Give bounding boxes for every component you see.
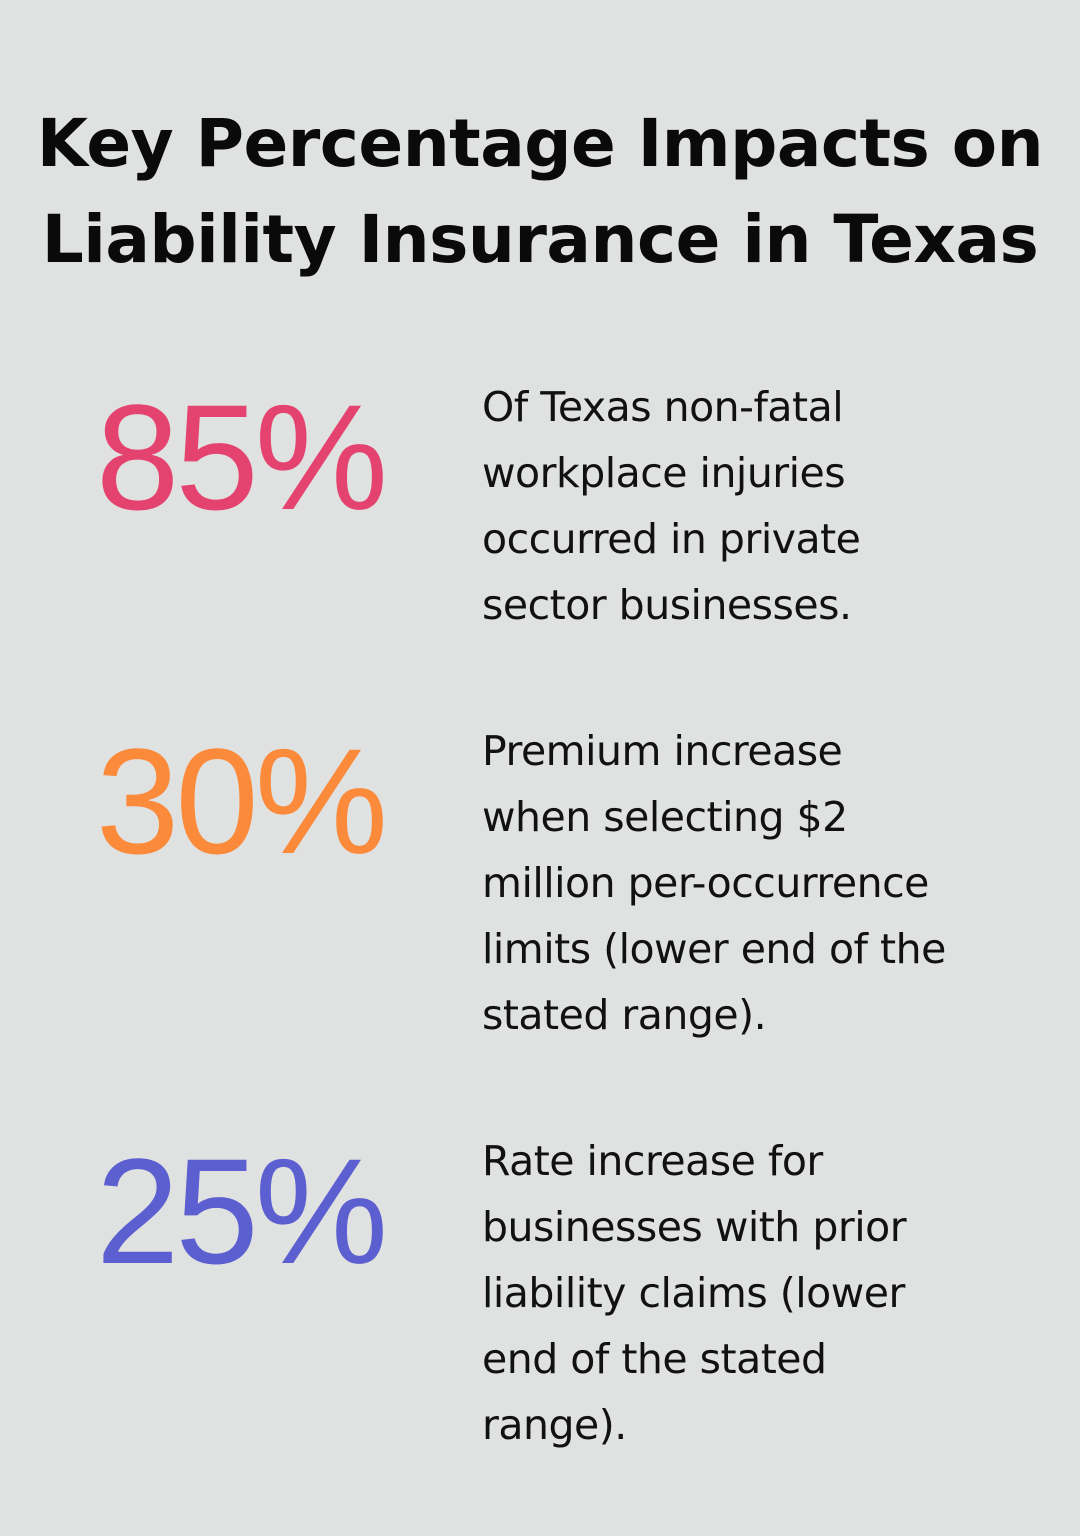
description-line: when selecting $2 [482, 793, 848, 841]
description-line: businesses with prior [482, 1203, 907, 1251]
description-line: Rate increase for [482, 1137, 823, 1185]
stat-description: Rate increase for businesses with prior … [482, 1128, 1042, 1458]
stat-percentage: 25% [95, 1127, 388, 1295]
page-title: Key Percentage Impacts on Liability Insu… [0, 96, 1080, 288]
description-line: end of the stated [482, 1335, 827, 1383]
description-line: workplace injuries [482, 449, 846, 497]
description-line: range). [482, 1401, 627, 1449]
description-line: million per-occurrence [482, 859, 929, 907]
description-line: Of Texas non-fatal [482, 383, 844, 431]
description-line: sector businesses. [482, 581, 852, 629]
stat-percentage: 30% [95, 717, 388, 885]
description-line: occurred in private [482, 515, 861, 563]
title-line-2: Liability Insurance in Texas [41, 201, 1039, 278]
description-line: limits (lower end of the [482, 925, 946, 973]
stat-description: Of Texas non-fatal workplace injuries oc… [482, 374, 1042, 638]
stat-description: Premium increase when selecting $2 milli… [482, 718, 1042, 1048]
description-line: stated range). [482, 991, 767, 1039]
description-line: Premium increase [482, 727, 843, 775]
description-line: liability claims (lower [482, 1269, 905, 1317]
stat-percentage: 85% [95, 373, 388, 541]
title-line-1: Key Percentage Impacts on [36, 105, 1044, 182]
